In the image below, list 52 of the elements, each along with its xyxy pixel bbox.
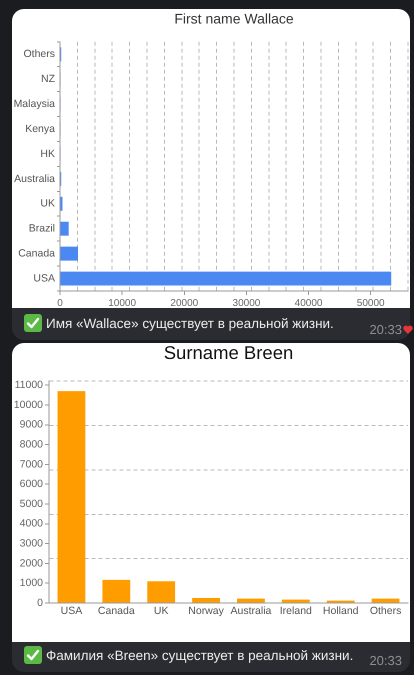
bar <box>147 581 176 602</box>
x-tick-label: 10000 <box>108 298 136 309</box>
x-tick-label: 40000 <box>294 298 323 309</box>
text: 20:33 <box>369 322 402 337</box>
y-tick-label: Malaysia <box>14 98 56 110</box>
y-tick-label: USA <box>33 272 55 284</box>
bar <box>192 598 220 602</box>
y-tick-label: Australia <box>14 172 56 185</box>
text: Имя «Wallace» существует в реальной жизни. <box>46 316 334 332</box>
bar <box>60 272 392 286</box>
y-tick-label: 8000 <box>20 438 44 450</box>
bar <box>282 600 310 602</box>
x-tick-label: 20000 <box>170 298 199 309</box>
text: Фамилия «Breen» существует в реальной жизни. <box>46 648 354 664</box>
bar <box>60 222 69 236</box>
chart-title: Surname Breen <box>164 342 294 364</box>
y-tick-label: 10000 <box>14 398 44 411</box>
y-tick-label: 4000 <box>20 518 44 530</box>
y-tick-label: Brazil <box>28 222 55 235</box>
y-tick-label: 7000 <box>20 458 44 470</box>
y-tick-label: 3000 <box>20 537 44 550</box>
y-tick-label: NZ <box>41 73 56 86</box>
chart-title: First name Wallace <box>174 10 294 26</box>
y-tick-label: 0 <box>37 596 44 609</box>
x-tick-label: Australia <box>230 605 272 618</box>
bar <box>60 246 78 261</box>
y-tick-label: UK <box>40 198 55 210</box>
bar <box>58 391 86 602</box>
bar <box>237 598 265 602</box>
bar <box>102 580 130 602</box>
y-tick-label: HK <box>40 148 55 160</box>
y-tick-label: 2000 <box>20 557 44 570</box>
y-tick-label: 1000 <box>20 577 44 590</box>
x-tick-label: Others <box>370 605 402 618</box>
y-tick-label: 5000 <box>20 498 44 510</box>
x-tick-label: 50000 <box>356 298 386 309</box>
y-tick-label: 6000 <box>20 478 44 490</box>
x-tick-label: 30000 <box>232 298 261 309</box>
text: 20:33 <box>369 653 402 668</box>
x-tick-label: 0 <box>57 298 64 309</box>
y-tick-label: Others <box>23 48 55 60</box>
y-tick-label: Canada <box>18 248 56 260</box>
x-tick-label: Canada <box>98 605 135 618</box>
x-tick-label: USA <box>60 605 82 618</box>
x-tick-label: UK <box>154 605 168 618</box>
x-tick-label: Norway <box>188 605 225 618</box>
y-tick-label: 9000 <box>20 418 44 431</box>
x-tick-label: Ireland <box>280 605 312 618</box>
x-tick-label: Holland <box>322 605 359 618</box>
bar <box>372 598 400 602</box>
y-tick-label: Kenya <box>25 122 56 135</box>
y-tick-label: 11000 <box>14 379 44 392</box>
